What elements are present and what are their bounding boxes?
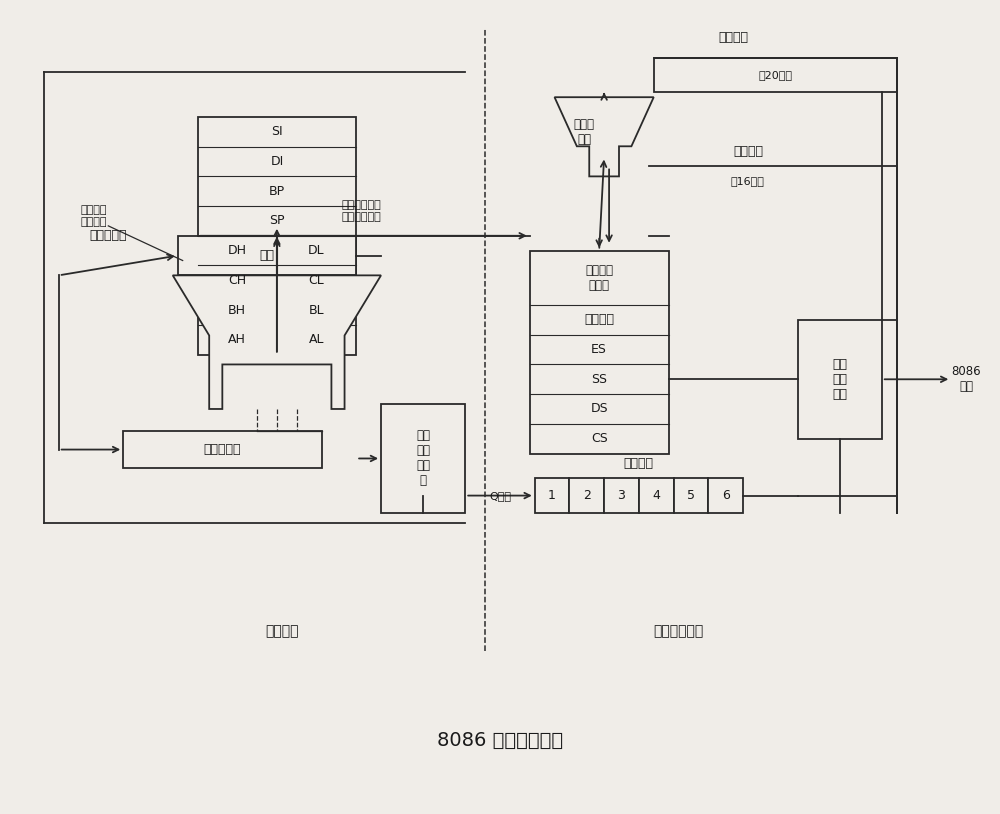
Text: 执行
部件
控制
器: 执行 部件 控制 器	[416, 430, 430, 488]
Text: 标志寄存器: 标志寄存器	[204, 443, 241, 456]
Text: 8086
总线: 8086 总线	[951, 365, 981, 393]
Bar	[654, 58, 897, 92]
Text: CH: CH	[228, 274, 246, 287]
Text: 数据总线: 数据总线	[733, 145, 763, 158]
Text: 暂存: 暂存	[259, 249, 274, 262]
Text: SI: SI	[271, 125, 283, 138]
Text: 内部通信
寄存器: 内部通信 寄存器	[585, 264, 613, 292]
Text: 6: 6	[722, 489, 730, 502]
Text: CL: CL	[309, 274, 324, 287]
Text: ES: ES	[591, 343, 607, 356]
Text: DS: DS	[590, 402, 608, 415]
Text: DI: DI	[270, 155, 284, 168]
Text: SP: SP	[269, 214, 285, 227]
Bar	[178, 236, 356, 275]
Text: 地址总线: 地址总线	[718, 31, 748, 44]
Text: （20位）: （20位）	[758, 70, 792, 80]
Bar	[604, 479, 639, 513]
Text: 5: 5	[687, 489, 695, 502]
Text: 地址加
法器: 地址加 法器	[574, 118, 595, 146]
Bar	[381, 404, 465, 513]
Text: 3: 3	[618, 489, 625, 502]
Bar	[123, 431, 322, 468]
Text: DH: DH	[228, 244, 247, 257]
Text: 执行部件: 执行部件	[265, 624, 299, 639]
Text: 总线接口部件: 总线接口部件	[653, 624, 704, 639]
Polygon shape	[173, 275, 381, 409]
Text: 指令指针: 指令指针	[584, 313, 614, 326]
Text: 4: 4	[652, 489, 660, 502]
Bar	[530, 251, 669, 453]
Bar	[569, 479, 604, 513]
Polygon shape	[555, 97, 654, 177]
Text: BL: BL	[309, 304, 324, 317]
Text: 8086 微处理器结构: 8086 微处理器结构	[437, 731, 563, 750]
Text: （16位）: （16位）	[731, 177, 765, 186]
Text: Q总线: Q总线	[489, 491, 511, 501]
Bar	[708, 479, 743, 513]
Text: DL: DL	[308, 244, 325, 257]
Text: AL: AL	[309, 333, 324, 346]
Bar	[639, 479, 674, 513]
Text: 算术运算
逻辑单元: 算术运算 逻辑单元	[80, 205, 107, 227]
Text: 通用寄存器: 通用寄存器	[90, 230, 127, 243]
Text: BH: BH	[228, 304, 246, 317]
Bar	[198, 117, 356, 355]
Text: SS: SS	[591, 373, 607, 386]
Text: 指令队列: 指令队列	[624, 457, 654, 470]
Text: 算术运算逻辑
单元数据总线: 算术运算逻辑 单元数据总线	[341, 200, 381, 222]
Text: BP: BP	[269, 185, 285, 198]
Bar	[798, 320, 882, 439]
Bar	[674, 479, 708, 513]
Text: 2: 2	[583, 489, 591, 502]
Text: AH: AH	[228, 333, 246, 346]
Bar	[535, 479, 569, 513]
Text: CS: CS	[591, 432, 608, 445]
Text: 1: 1	[548, 489, 556, 502]
Text: 总线
控制
逻辑: 总线 控制 逻辑	[832, 358, 847, 400]
